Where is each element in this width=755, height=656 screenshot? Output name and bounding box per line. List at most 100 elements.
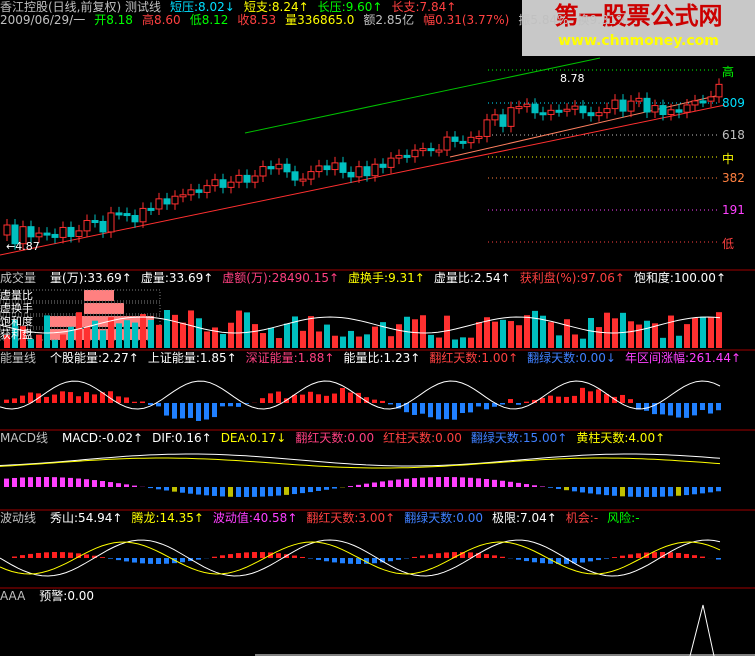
macd-bar	[300, 487, 305, 494]
macd-bar	[444, 477, 449, 487]
energy-bar	[220, 403, 225, 407]
volume-bar	[204, 331, 210, 348]
volume-bar	[492, 321, 498, 348]
wave-bar	[388, 558, 393, 562]
macd-bar	[284, 487, 289, 495]
energy-bar	[148, 403, 153, 405]
volume-bar	[164, 310, 170, 348]
energy-bar	[92, 394, 97, 403]
volume-bar	[412, 319, 418, 348]
energy-bar	[460, 403, 465, 414]
candle-body	[83, 220, 91, 232]
macd-bar	[308, 487, 313, 493]
candle-body	[371, 163, 379, 177]
candle-body	[91, 220, 99, 224]
panel-title: 成交量	[0, 271, 37, 285]
wave-bar	[84, 554, 89, 558]
volume-bar	[220, 333, 226, 348]
volume-bar	[372, 326, 378, 348]
panel-item: 极限:7.04↑	[491, 511, 557, 525]
panel-header: AAA 预警:0.00	[0, 589, 103, 603]
panel-item: 虚量比:2.54↑	[433, 271, 511, 285]
candle-body	[331, 162, 339, 171]
wave-bar	[28, 553, 33, 558]
macd-bar	[76, 478, 81, 487]
macd-bar	[612, 487, 617, 496]
wave-bar	[52, 552, 57, 558]
wave-bar	[468, 552, 473, 558]
wave-bar	[692, 555, 697, 558]
wave-bar	[76, 553, 81, 558]
volume-bar	[476, 322, 482, 348]
macd-bar	[580, 487, 585, 493]
volume-bar	[548, 322, 554, 348]
candle-body	[27, 226, 35, 238]
volume-bar	[356, 336, 362, 348]
energy-bar	[348, 392, 353, 403]
volume-bar	[636, 324, 642, 348]
macd-bar	[468, 477, 473, 487]
wave-line	[0, 539, 721, 577]
energy-bar	[436, 403, 441, 420]
candle-body	[515, 106, 523, 110]
macd-bar	[132, 485, 137, 487]
wave-bar	[548, 558, 553, 564]
volume-bar	[332, 335, 338, 348]
volume-bar	[180, 322, 186, 348]
volume-bar	[652, 323, 658, 348]
volume-bar	[308, 316, 314, 348]
volume-bar	[276, 338, 282, 348]
header-item: 收8.53	[237, 13, 277, 27]
box-label: 饱和度	[0, 315, 33, 328]
volume-bar	[340, 336, 346, 348]
macd-bar	[476, 478, 481, 487]
candle-body	[587, 112, 595, 117]
header-item: 高8.60	[141, 13, 181, 27]
panel-item: 上证能量:1.85↑	[147, 351, 237, 365]
wave-bar	[516, 558, 521, 560]
macd-bar	[212, 487, 217, 496]
header-row: 香江控股(日线,前复权) 测试线 短压:8.02↓ 短支:8.24↑ 长压:9.60↑…	[0, 0, 465, 14]
volume-bar	[108, 317, 114, 348]
macd-bar	[660, 487, 665, 497]
wave-bar	[36, 552, 41, 558]
header-item: 短压:8.02↓	[170, 0, 235, 14]
macd-bar	[100, 481, 105, 487]
candle-body	[59, 226, 67, 238]
wave-bar	[668, 552, 673, 558]
volume-bar	[132, 322, 138, 348]
wave-bar	[612, 557, 617, 558]
wave-bar	[292, 555, 297, 558]
candle-body	[11, 224, 19, 245]
wave-bar	[540, 558, 545, 564]
wave-bar	[116, 558, 121, 561]
energy-bar	[404, 403, 409, 413]
wave-bar	[252, 552, 257, 558]
trend-line	[244, 57, 601, 134]
level-label: 高	[722, 65, 735, 79]
volume-bar	[572, 334, 578, 348]
macd-bar	[180, 487, 185, 493]
energy-bar	[532, 399, 537, 403]
energy-bar	[620, 394, 625, 403]
volume-bar	[148, 319, 154, 348]
wave-bar	[556, 558, 561, 564]
energy-bar	[516, 403, 521, 405]
volume-bar	[524, 315, 530, 348]
macd-bar	[692, 487, 697, 495]
panel-item: 翻绿天数:15.00↑	[470, 431, 568, 445]
energy-bar	[156, 403, 161, 407]
candle-body	[3, 224, 11, 236]
volume-bar	[676, 335, 682, 348]
candle-body	[171, 195, 179, 205]
macd-bar	[260, 487, 265, 497]
watermark-title: 第一股票公式网	[554, 2, 723, 30]
candle-body	[275, 163, 283, 170]
volume-bar	[628, 321, 634, 348]
wave-bar	[372, 558, 377, 564]
volume-bar	[444, 315, 450, 348]
panel-item: 翻绿天数:0.00	[404, 511, 483, 525]
candle-body	[19, 226, 27, 245]
macd-bar	[396, 479, 401, 487]
candle-body	[195, 189, 203, 193]
